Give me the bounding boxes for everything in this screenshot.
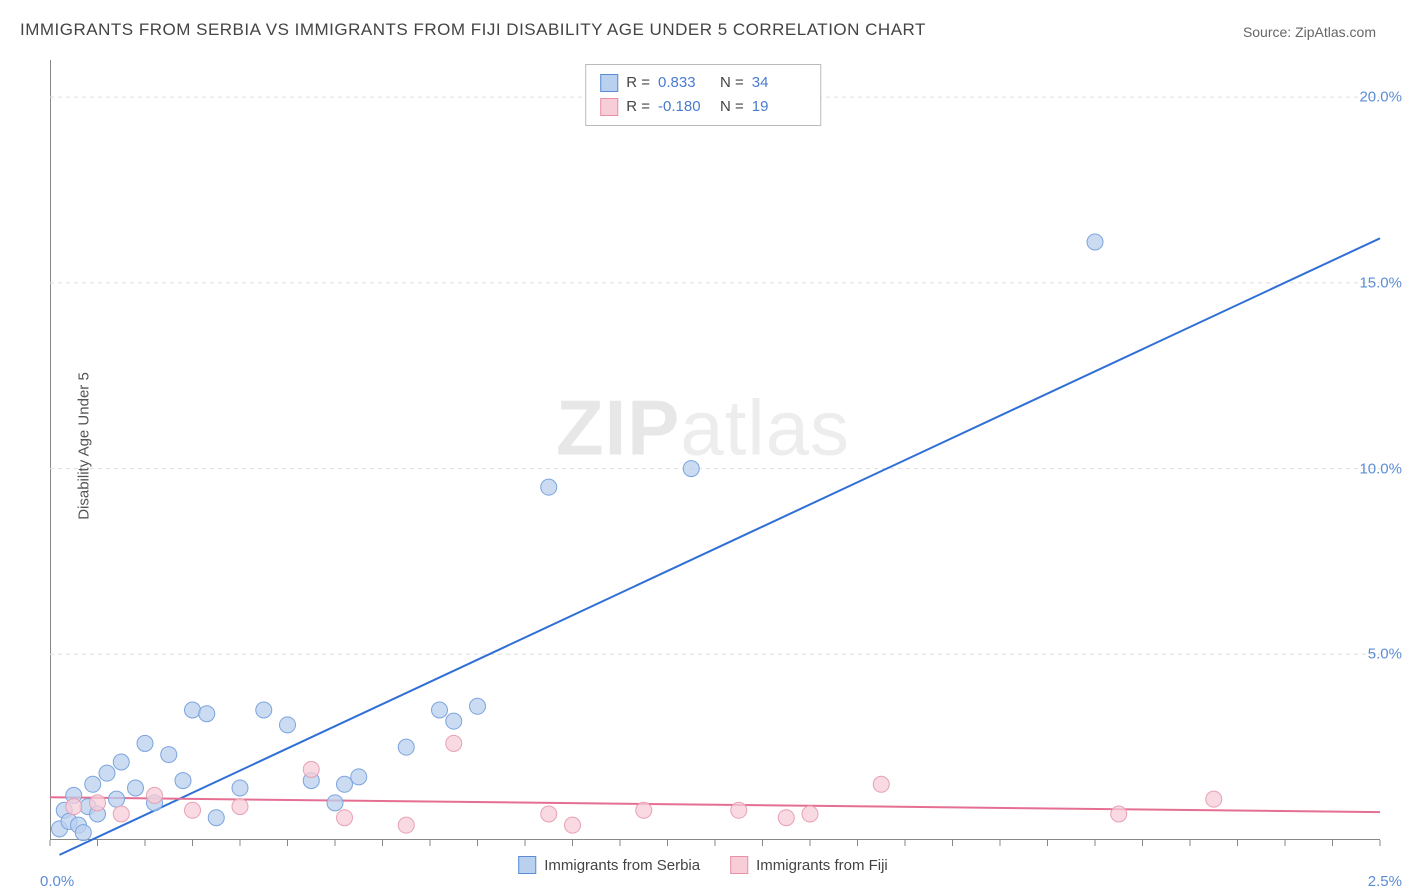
- legend-row-fiji: R = -0.180 N = 19: [600, 95, 806, 119]
- legend-item-fiji: Immigrants from Fiji: [730, 856, 888, 874]
- legend-item-serbia: Immigrants from Serbia: [518, 856, 700, 874]
- legend-correlation: R = 0.833 N = 34 R = -0.180 N = 19: [585, 64, 821, 126]
- n-label: N =: [720, 95, 744, 119]
- x-tick-label-right: 2.5%: [1368, 873, 1402, 890]
- swatch-serbia-icon: [518, 856, 536, 874]
- swatch-fiji-icon: [600, 98, 618, 116]
- chart-svg: [50, 60, 1380, 840]
- legend-row-serbia: R = 0.833 N = 34: [600, 71, 806, 95]
- chart-title: IMMIGRANTS FROM SERBIA VS IMMIGRANTS FRO…: [20, 20, 926, 40]
- r-label: R =: [626, 95, 650, 119]
- r-value-fiji: -0.180: [658, 95, 712, 119]
- legend-label-fiji: Immigrants from Fiji: [756, 857, 888, 874]
- y-tick-label: 10.0%: [1359, 460, 1402, 477]
- swatch-fiji-icon: [730, 856, 748, 874]
- r-label: R =: [626, 71, 650, 95]
- y-tick-label: 5.0%: [1368, 646, 1402, 663]
- legend-series: Immigrants from Serbia Immigrants from F…: [518, 856, 888, 874]
- swatch-serbia-icon: [600, 74, 618, 92]
- n-value-fiji: 19: [752, 95, 806, 119]
- source-label: Source: ZipAtlas.com: [1243, 24, 1376, 40]
- y-tick-label: 20.0%: [1359, 89, 1402, 106]
- y-tick-label: 15.0%: [1359, 274, 1402, 291]
- legend-label-serbia: Immigrants from Serbia: [544, 857, 700, 874]
- n-label: N =: [720, 71, 744, 95]
- r-value-serbia: 0.833: [658, 71, 712, 95]
- n-value-serbia: 34: [752, 71, 806, 95]
- x-tick-label-origin: 0.0%: [40, 873, 74, 890]
